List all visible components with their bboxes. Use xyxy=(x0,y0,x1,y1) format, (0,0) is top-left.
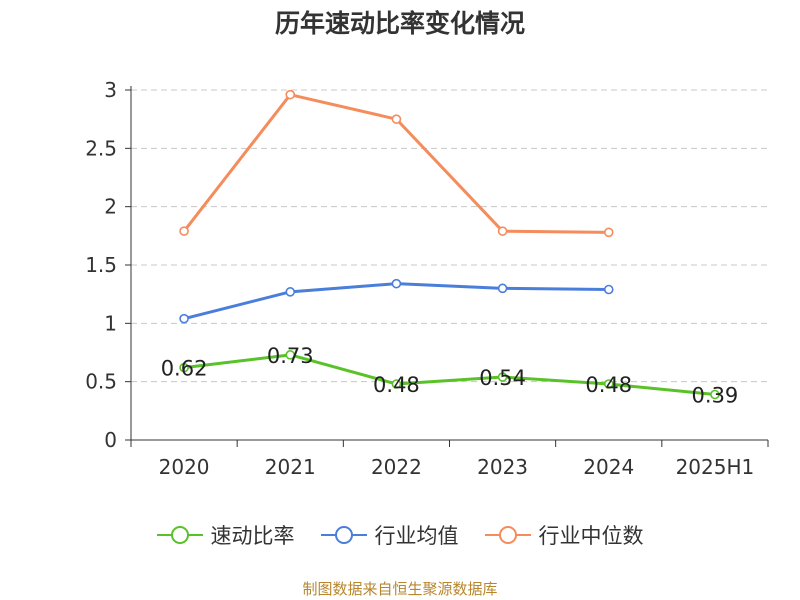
data-point xyxy=(179,226,189,236)
legend-item-industry-mean[interactable]: 行业均值 xyxy=(320,520,459,550)
chart-title: 历年速动比率变化情况 xyxy=(274,9,525,38)
legend-swatch-quick-ratio xyxy=(156,526,203,544)
legend-item-industry-median[interactable]: 行业中位数 xyxy=(484,520,644,550)
data-label: 0.54 xyxy=(479,366,526,390)
x-tick-label: 2025H1 xyxy=(676,455,755,479)
data-point xyxy=(391,114,402,124)
y-tick-label: 0.5 xyxy=(85,370,117,394)
legend-item-quick-ratio[interactable]: 速动比率 xyxy=(156,520,295,550)
data-point xyxy=(285,89,296,100)
data-point xyxy=(603,284,614,295)
data-point xyxy=(391,379,402,389)
data-point xyxy=(285,287,296,297)
legend-swatch-industry-median xyxy=(484,526,531,544)
y-tick-label: 3 xyxy=(104,78,117,102)
data-point xyxy=(179,362,189,373)
x-tick-label: 2023 xyxy=(477,455,528,479)
data-point xyxy=(391,278,402,289)
series-line xyxy=(182,353,717,396)
legend-label: 速动比率 xyxy=(210,524,295,548)
legend-label: 行业中位数 xyxy=(538,524,644,548)
data-label: 0.48 xyxy=(373,373,420,397)
source-note: 制图数据来自恒生聚源数据库 xyxy=(302,580,498,598)
data-label: 0.39 xyxy=(692,384,739,408)
data-label: 0.48 xyxy=(585,373,632,397)
y-tick-label: 1.5 xyxy=(85,253,117,277)
data-point xyxy=(285,350,296,360)
y-tick-label: 2 xyxy=(104,195,117,219)
chart-legend: 速动比率 行业均值 行业中位数 xyxy=(0,520,800,550)
data-point xyxy=(179,313,189,324)
data-point xyxy=(497,372,508,382)
data-point xyxy=(497,283,508,294)
x-tick-label: 2024 xyxy=(583,455,634,479)
y-tick-label: 0 xyxy=(104,428,117,452)
y-tick-label: 1 xyxy=(104,311,117,335)
data-point xyxy=(603,379,614,389)
data-point xyxy=(603,227,614,238)
x-tick-label: 2022 xyxy=(371,455,422,479)
series-line xyxy=(182,282,611,321)
data-label: 0.62 xyxy=(161,357,208,381)
data-point xyxy=(497,226,508,236)
legend-swatch-industry-mean xyxy=(320,526,367,544)
legend-label: 行业均值 xyxy=(374,524,459,548)
y-tick-label: 2.5 xyxy=(85,136,117,160)
x-tick-label: 2020 xyxy=(159,455,210,479)
data-label: 0.73 xyxy=(267,344,314,368)
data-point xyxy=(710,389,720,400)
x-tick-label: 2021 xyxy=(265,455,316,479)
